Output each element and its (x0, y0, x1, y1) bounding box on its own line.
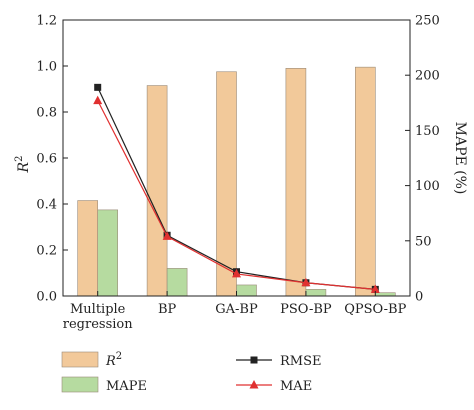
y-left-title: R2 (14, 156, 32, 174)
tick-label-right-5: 250 (415, 14, 440, 29)
legend-marker-rmse (250, 356, 258, 364)
y-right-title-text: MAPE (%) (452, 122, 468, 195)
axes-layer: 0.0 0.2 0.4 0.6 0.8 1.0 1.2 0 50 100 150 200 250 Mult… (14, 14, 468, 333)
tick-label-left-6: 1.2 (36, 14, 57, 29)
bar-mape-0 (97, 209, 118, 297)
lines-layer (93, 83, 380, 293)
legend-label-r2: R2 (105, 351, 122, 369)
legend-swatch-r2 (61, 351, 99, 368)
tick-label-left-2: 0.4 (36, 198, 57, 213)
x-category-label-0-0: Multiple (70, 302, 126, 317)
legend-label-mae: MAE (280, 379, 312, 394)
point-mae-0 (93, 95, 103, 105)
bar-r2-1 (146, 85, 168, 297)
legend-label-rmse: RMSE (280, 354, 322, 369)
legend-marker-mae (249, 380, 259, 389)
tick-label-right-2: 100 (415, 179, 440, 194)
point-mae-3 (301, 277, 311, 287)
tick-label-left-0: 0.0 (36, 290, 57, 305)
y-right-title: MAPE (%) (452, 122, 468, 195)
x-category-label-0-1: regression (63, 317, 133, 332)
tick-label-left-3: 0.6 (36, 152, 57, 167)
bar-mape-1 (166, 268, 188, 297)
legend-swatch-mape (61, 376, 99, 393)
tick-label-right-4: 200 (415, 69, 440, 84)
tick-label-right-0: 0 (415, 290, 423, 305)
bar-r2-3 (285, 68, 307, 297)
point-mae-4 (370, 284, 380, 293)
bar-r2-4 (354, 66, 376, 297)
legend-label-mape: MAPE (106, 379, 147, 394)
point-mae-1 (162, 231, 172, 240)
point-mae-2 (232, 268, 241, 278)
point-rmse-0 (94, 83, 102, 91)
legend: R2 MAPE RMSE MAE (61, 351, 322, 394)
tick-label-right-1: 50 (415, 234, 432, 249)
tick-label-right-3: 150 (415, 124, 440, 139)
bar-mape-3 (305, 289, 327, 297)
tick-label-left-5: 1.0 (36, 60, 57, 75)
bars-layer (77, 66, 396, 297)
bar-r2-0 (77, 200, 98, 297)
x-category-label-4-0: QPSO-BP (344, 302, 406, 317)
x-category-label-3-0: PSO-BP (280, 302, 332, 317)
y-left-title-text: R2 (14, 156, 32, 174)
bar-mape-2 (236, 284, 257, 297)
tick-label-left-4: 0.8 (36, 106, 57, 121)
x-category-label-2-0: GA-BP (215, 302, 258, 317)
x-category-label-1-0: BP (158, 302, 177, 317)
tick-label-left-1: 0.2 (36, 244, 57, 259)
